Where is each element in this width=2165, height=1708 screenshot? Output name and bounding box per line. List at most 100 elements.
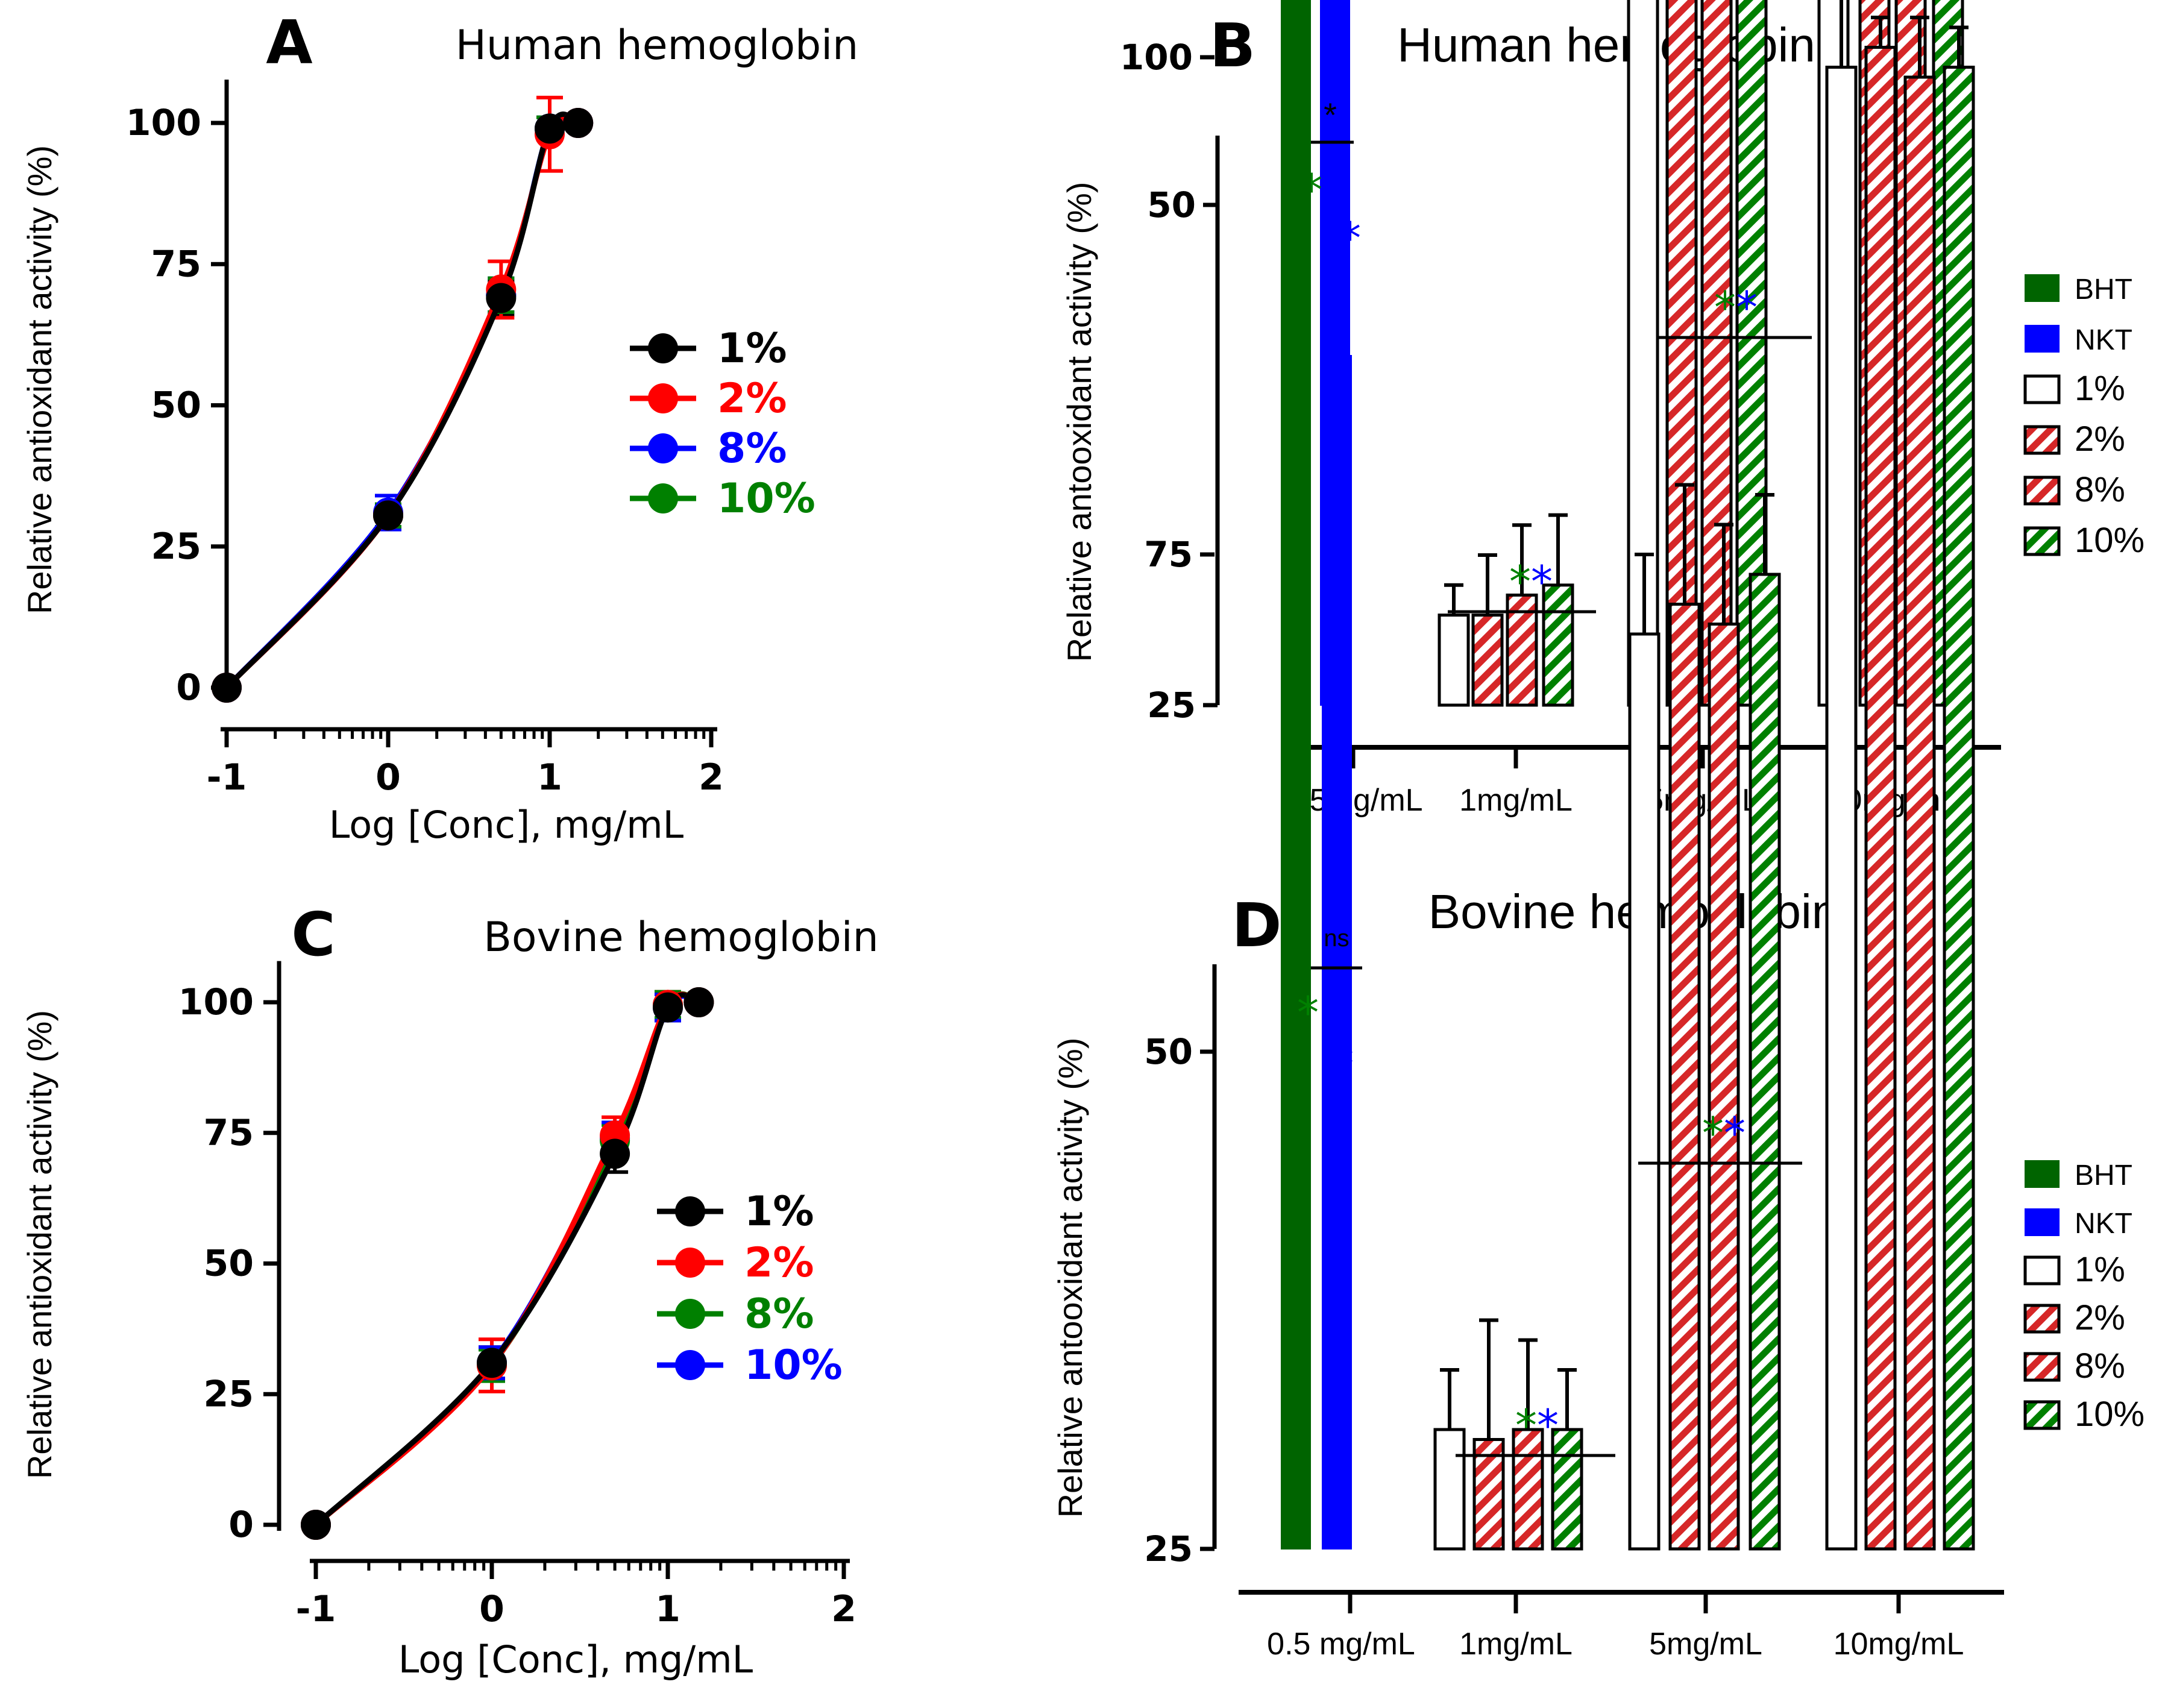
legend-swatch (2023, 374, 2061, 404)
y-axis-label: Relative antooxidant activity (%) (1051, 1038, 1089, 1518)
significance-star: * (1297, 987, 1319, 1038)
legend-swatch (2023, 476, 2061, 506)
legend-label: BHT (2075, 1160, 2132, 1192)
series-line (224, 111, 579, 690)
bar (1668, 603, 1701, 1551)
legend-marker (675, 1248, 705, 1278)
significance-label: ns (1324, 925, 1349, 952)
legend-label: 8% (2075, 470, 2125, 509)
panel-letter: C (291, 899, 335, 970)
bar (1322, 355, 1352, 1549)
data-point (486, 283, 517, 313)
significance-label: * (1324, 96, 1337, 134)
y-tick-label: 25 (204, 1373, 254, 1415)
x-tick-label: 1 (537, 756, 562, 799)
x-tick-label: 0 (479, 1588, 504, 1630)
x-tick-label: -1 (296, 1588, 336, 1630)
y-tick-label: 0 (176, 667, 201, 709)
significance-star: * (1537, 1400, 1559, 1451)
x-tick-label: 5mg/mL (1649, 1627, 1762, 1662)
data-point (373, 500, 403, 531)
bar (1700, 0, 1733, 707)
y-tick-label: 75 (151, 243, 202, 285)
significance-star: * (1531, 556, 1553, 607)
bar (1825, 66, 1858, 1551)
significance-star: * (1509, 556, 1531, 607)
legend-marker (675, 1196, 705, 1226)
legend-marker (648, 333, 678, 363)
legend-swatch (2025, 1208, 2060, 1236)
significance-stars: ** (1714, 282, 1758, 333)
y-axis-label: Relative antioxidant activity (%) (20, 145, 58, 614)
bar (1903, 75, 1936, 1551)
y-tick-label: 50 (151, 385, 202, 427)
panel-letter: B (1210, 10, 1255, 81)
legend-marker (648, 483, 678, 513)
x-tick-label: 10mg/mL (1833, 1627, 1964, 1662)
x-tick-label: 1mg/mL (1459, 783, 1573, 818)
x-tick-label: 0 (375, 756, 401, 799)
y-tick-label: 50 (1144, 1031, 1193, 1072)
legend-swatch (2023, 526, 2061, 556)
data-point (301, 1510, 331, 1540)
legend-label: 1% (2075, 1250, 2125, 1289)
bar (1708, 623, 1740, 1551)
y-tick-label: 25 (151, 526, 202, 568)
x-tick-label: 1mg/mL (1459, 1627, 1573, 1662)
significance-stars: ** (1509, 556, 1553, 607)
legend-marker (675, 1299, 705, 1329)
bar (1471, 614, 1504, 707)
y-tick-label: 25 (1144, 1528, 1193, 1569)
data-point (212, 673, 242, 703)
legend-swatch (2023, 1304, 2061, 1334)
data-point (477, 1348, 507, 1378)
legend-label: 1% (744, 1188, 814, 1235)
bar (1943, 66, 1975, 1551)
legend-label: 2% (744, 1239, 814, 1287)
legend-label: 1% (717, 325, 787, 372)
y-tick-label: 25 (1147, 685, 1196, 726)
x-tick-label: 1 (655, 1588, 680, 1630)
y-tick-label: 100 (1120, 37, 1193, 78)
bar (1506, 593, 1538, 707)
legend-label: NKT (2075, 324, 2132, 356)
y-axis-label: Relative antooxidant activity (%) (1060, 182, 1098, 662)
significance-star: * (1702, 1108, 1724, 1158)
y-tick-label: 75 (204, 1112, 254, 1154)
legend-marker (648, 433, 678, 463)
legend-label: 2% (717, 375, 787, 422)
bar (1628, 632, 1661, 1551)
x-tick-label: -1 (207, 756, 247, 799)
legend-label: 8% (717, 425, 787, 473)
data-point (683, 987, 714, 1017)
legend-marker (648, 383, 678, 413)
data-point (600, 1138, 630, 1169)
y-tick-label: 100 (126, 102, 201, 144)
significance-star: * (1332, 1038, 1354, 1089)
y-tick-label: 0 (228, 1504, 254, 1546)
significance-star: * (1714, 282, 1736, 333)
legend-label: 1% (2075, 369, 2125, 408)
legend-label: 8% (744, 1290, 814, 1338)
bar (1438, 614, 1470, 707)
x-axis-label: Log [Conc], mg/mL (398, 1637, 753, 1681)
y-tick-label: 75 (1144, 534, 1193, 575)
legend-swatch (2025, 274, 2060, 302)
data-point (653, 992, 683, 1023)
legend-marker (675, 1350, 705, 1380)
bar (1864, 46, 1897, 1551)
legend-label: 10% (717, 475, 815, 523)
x-tick-label: 2 (831, 1588, 856, 1630)
x-tick-label: 5mg/mL (1646, 783, 1759, 818)
bar (1281, 57, 1311, 1549)
significance-stars: ** (1515, 1400, 1559, 1451)
legend-label: 2% (2075, 419, 2125, 459)
series-line (313, 991, 700, 1527)
legend-swatch (2023, 1255, 2061, 1286)
legend-swatch (2025, 1160, 2060, 1188)
legend-swatch (2023, 1400, 2061, 1430)
series-line (224, 111, 579, 690)
legend-label: 2% (2075, 1298, 2125, 1337)
data-point (563, 108, 594, 138)
